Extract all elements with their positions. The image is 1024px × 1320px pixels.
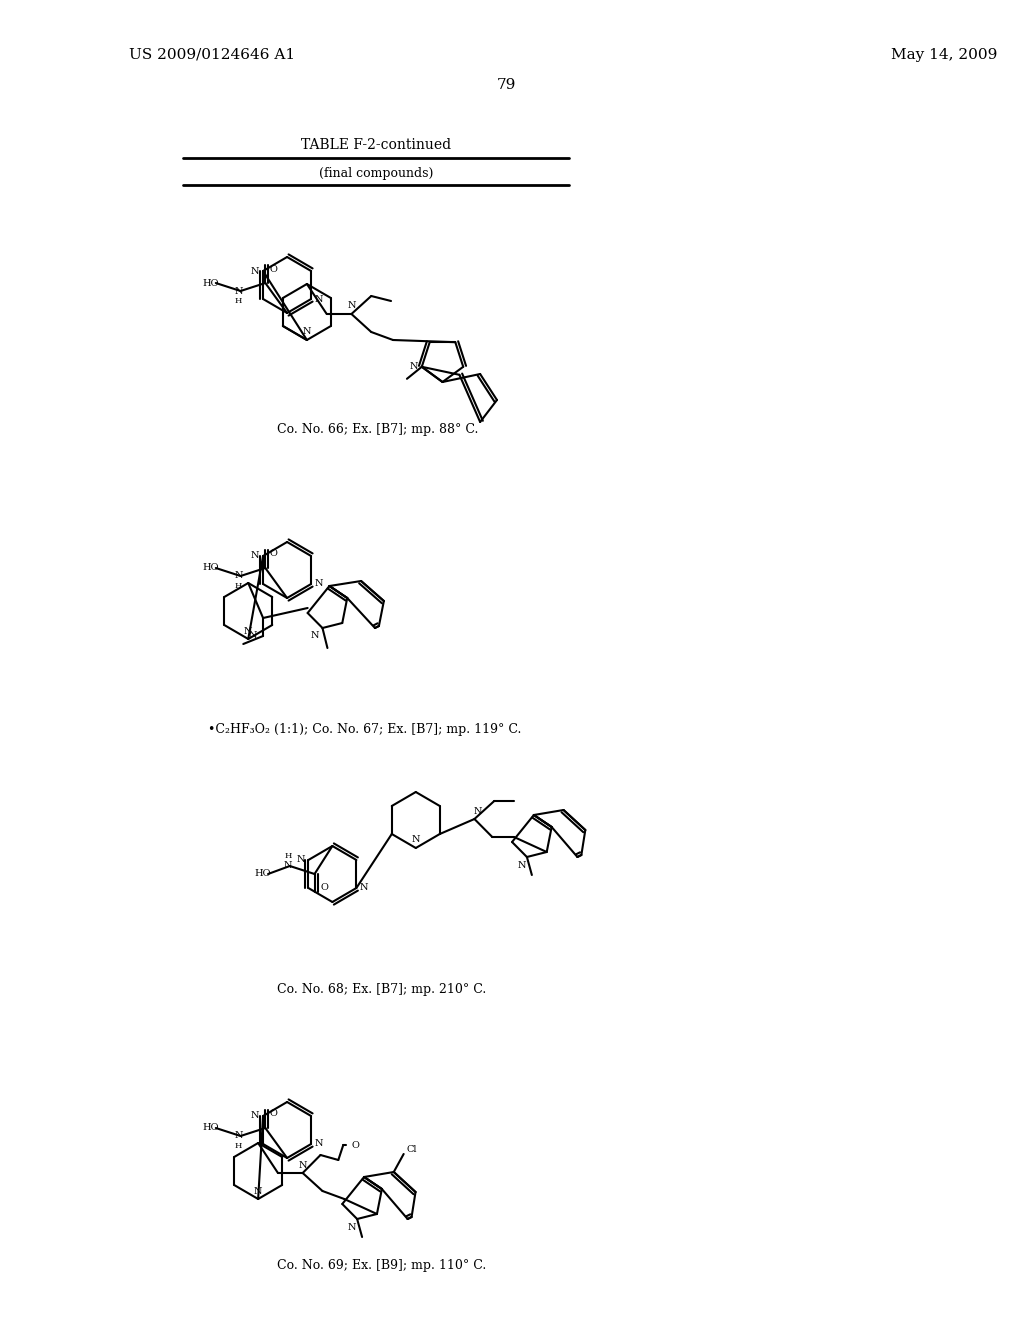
Text: N: N	[473, 807, 481, 816]
Text: 79: 79	[498, 78, 516, 92]
Text: N: N	[303, 327, 311, 337]
Text: (final compounds): (final compounds)	[319, 166, 433, 180]
Text: HO: HO	[202, 279, 218, 288]
Text: N: N	[412, 836, 420, 845]
Text: N: N	[310, 631, 318, 640]
Text: N: N	[249, 631, 257, 640]
Text: TABLE F-2-continued: TABLE F-2-continued	[301, 139, 452, 152]
Text: N: N	[284, 862, 292, 870]
Text: N: N	[410, 362, 418, 371]
Text: N: N	[254, 1187, 262, 1196]
Text: Cl: Cl	[407, 1144, 417, 1154]
Text: HO: HO	[254, 870, 270, 879]
Text: Co. No. 68; Ex. [B7]; mp. 210° C.: Co. No. 68; Ex. [B7]; mp. 210° C.	[278, 983, 486, 997]
Text: N: N	[244, 627, 253, 635]
Text: HO: HO	[202, 564, 218, 573]
Text: N: N	[296, 855, 305, 865]
Text: N: N	[234, 1131, 243, 1140]
Text: H: H	[234, 297, 243, 305]
Text: N: N	[518, 861, 526, 870]
Text: N: N	[360, 883, 369, 892]
Text: N: N	[251, 552, 259, 561]
Text: Co. No. 66; Ex. [B7]; mp. 88° C.: Co. No. 66; Ex. [B7]; mp. 88° C.	[278, 424, 478, 437]
Text: N: N	[251, 1111, 259, 1121]
Text: N: N	[251, 267, 259, 276]
Text: N: N	[348, 1222, 356, 1232]
Text: N: N	[314, 294, 324, 304]
Text: N: N	[234, 572, 243, 581]
Text: N: N	[314, 1139, 324, 1148]
Text: N: N	[347, 301, 355, 310]
Text: O: O	[351, 1140, 359, 1150]
Text: HO: HO	[202, 1123, 218, 1133]
Text: O: O	[321, 883, 329, 892]
Text: O: O	[269, 1110, 278, 1118]
Text: May 14, 2009: May 14, 2009	[891, 48, 997, 62]
Text: H: H	[234, 1142, 243, 1150]
Text: •C₂HF₃O₂ (1:1); Co. No. 67; Ex. [B7]; mp. 119° C.: •C₂HF₃O₂ (1:1); Co. No. 67; Ex. [B7]; mp…	[208, 723, 521, 737]
Text: US 2009/0124646 A1: US 2009/0124646 A1	[129, 48, 295, 62]
Text: N: N	[314, 579, 324, 589]
Text: H: H	[234, 582, 243, 590]
Text: H: H	[284, 851, 292, 861]
Text: N: N	[234, 286, 243, 296]
Text: O: O	[269, 549, 278, 558]
Text: O: O	[269, 264, 278, 273]
Text: Co. No. 69; Ex. [B9]; mp. 110° C.: Co. No. 69; Ex. [B9]; mp. 110° C.	[278, 1258, 486, 1271]
Text: N: N	[298, 1160, 307, 1170]
